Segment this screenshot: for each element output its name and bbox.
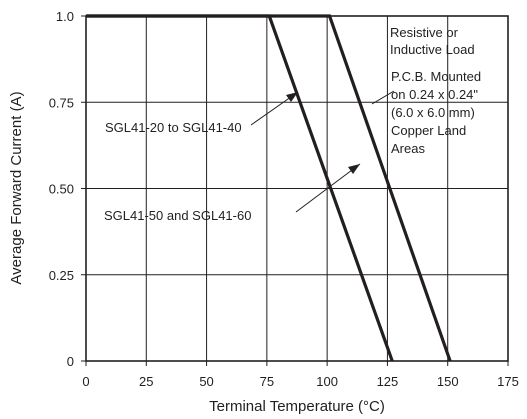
y-axis-ticks: 0 0.25 0.50 0.75 1.0 [49, 9, 74, 369]
x-tick-label: 50 [199, 374, 213, 389]
mount-note-line-2: on 0.24 x 0.24" [391, 87, 478, 102]
y-tick-label: 0 [67, 354, 74, 369]
x-tick-label: 175 [497, 374, 519, 389]
x-tick-label: 25 [139, 374, 153, 389]
series-label-sgl41-20-40: SGL41-20 to SGL41-40 [105, 120, 242, 135]
load-note-line-2: Inductive Load [390, 42, 475, 57]
leader-line-sgl41-50-60 [295, 163, 361, 213]
mount-note-line-3: (6.0 x 6.0 mm) [391, 105, 475, 120]
x-axis-ticks: 0 25 50 75 100 125 150 175 [82, 374, 518, 389]
arrowhead-sgl41-50-60 [348, 164, 360, 174]
y-tick-label: 0.50 [49, 182, 74, 197]
x-tick-label: 0 [82, 374, 89, 389]
grid-lines [81, 15, 509, 366]
mount-note-line-1: P.C.B. Mounted [391, 69, 481, 84]
mount-note-line-4: Copper Land [391, 123, 466, 138]
series-label-sgl41-50-60: SGL41-50 and SGL41-60 [104, 208, 251, 223]
series-group [86, 14, 452, 362]
load-note-line-1: Resistive or [390, 25, 459, 40]
y-tick-label: 1.0 [56, 9, 74, 24]
x-tick-label: 75 [260, 374, 274, 389]
x-tick-label: 125 [377, 374, 399, 389]
arrowhead-sgl41-20-40 [286, 92, 298, 102]
derating-curve [86, 14, 452, 362]
mount-note-line-5: Areas [391, 141, 425, 156]
x-tick-label: 150 [437, 374, 459, 389]
y-axis-label: Average Forward Current (A) [8, 91, 25, 284]
y-tick-label: 0.25 [49, 268, 74, 283]
x-axis-label: Terminal Temperature (°C) [209, 398, 385, 415]
leader-line-mount [371, 90, 395, 105]
y-tick-label: 0.75 [49, 95, 74, 110]
x-tick-label: 100 [316, 374, 338, 389]
